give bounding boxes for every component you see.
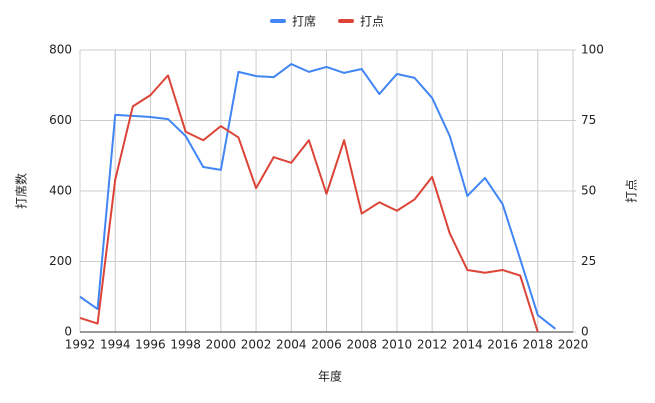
x-tick-label: 2006 [311, 338, 342, 352]
legend-label: 打席 [292, 14, 316, 29]
y-axis-title: 打席数 [14, 173, 29, 209]
series-line [79, 63, 557, 330]
y-tick-label: 600 [49, 113, 72, 127]
x-tick-label: 1998 [170, 338, 201, 352]
y2-tick-label: 75 [581, 113, 596, 127]
y-tick-label: 200 [49, 254, 72, 268]
legend-label: 打点 [360, 15, 384, 29]
x-tick-label: 2002 [241, 338, 272, 352]
x-tick-label: 1994 [100, 338, 131, 352]
x-tick-label: 2020 [558, 338, 589, 352]
x-tick-label: 2008 [346, 338, 377, 352]
x-tick-label: 2014 [452, 338, 483, 352]
x-tick-label: 2004 [276, 338, 307, 352]
y2-tick-label: 50 [581, 184, 596, 198]
x-tick-label: 2016 [487, 338, 518, 352]
y2-tick-label: 25 [581, 254, 596, 268]
x-tick-label: 2012 [417, 338, 448, 352]
y2-tick-label: 0 [581, 325, 589, 339]
x-tick-label: 2000 [206, 338, 237, 352]
series-line [79, 74, 539, 333]
y2-axis-title: 打点 [625, 179, 639, 203]
x-tick-label: 1996 [135, 338, 166, 352]
x-tick-label: 2010 [382, 338, 413, 352]
y-tick-label: 0 [64, 325, 72, 339]
y-tick-label: 800 [49, 43, 72, 57]
y-tick-label: 400 [49, 184, 72, 198]
x-tick-label: 2018 [523, 338, 554, 352]
legend-swatch [338, 19, 354, 23]
x-axis-title: 年度 [318, 369, 342, 384]
legend-swatch [270, 19, 286, 23]
x-tick-label: 1992 [65, 338, 96, 352]
y2-tick-label: 100 [581, 43, 604, 57]
